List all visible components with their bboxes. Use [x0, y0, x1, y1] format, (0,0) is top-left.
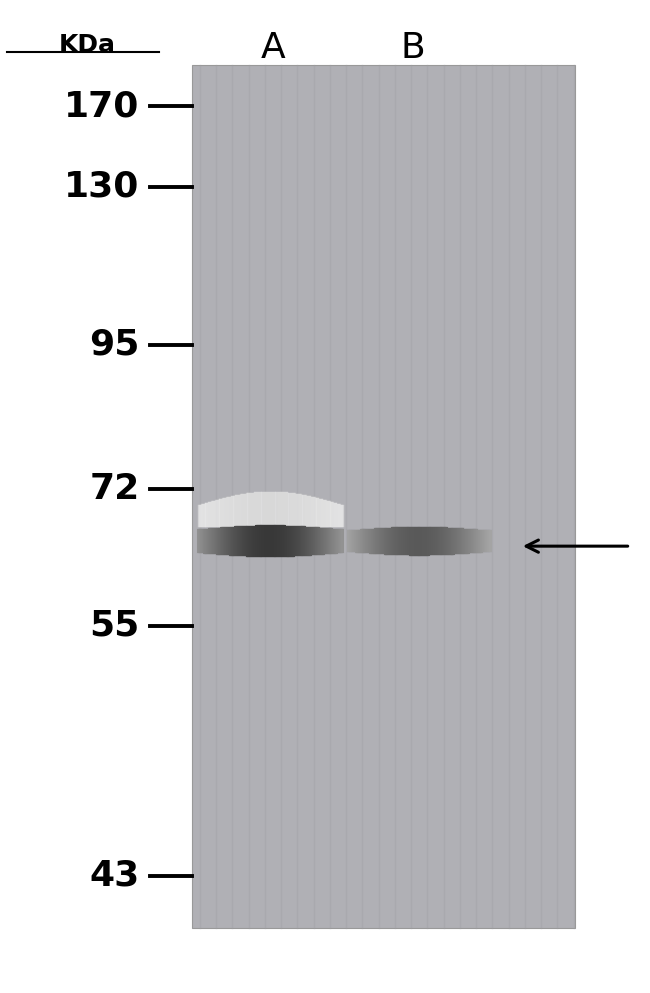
Text: 43: 43 [90, 859, 140, 893]
Text: 170: 170 [64, 89, 140, 123]
Text: 130: 130 [64, 170, 140, 204]
Text: B: B [400, 31, 425, 65]
Text: 55: 55 [90, 609, 140, 642]
Text: A: A [261, 31, 285, 65]
Text: 95: 95 [90, 328, 140, 361]
Bar [192, 65, 575, 928]
Text: KDa: KDa [58, 33, 116, 57]
Text: 72: 72 [90, 472, 140, 505]
FancyArrowPatch shape [526, 540, 628, 552]
